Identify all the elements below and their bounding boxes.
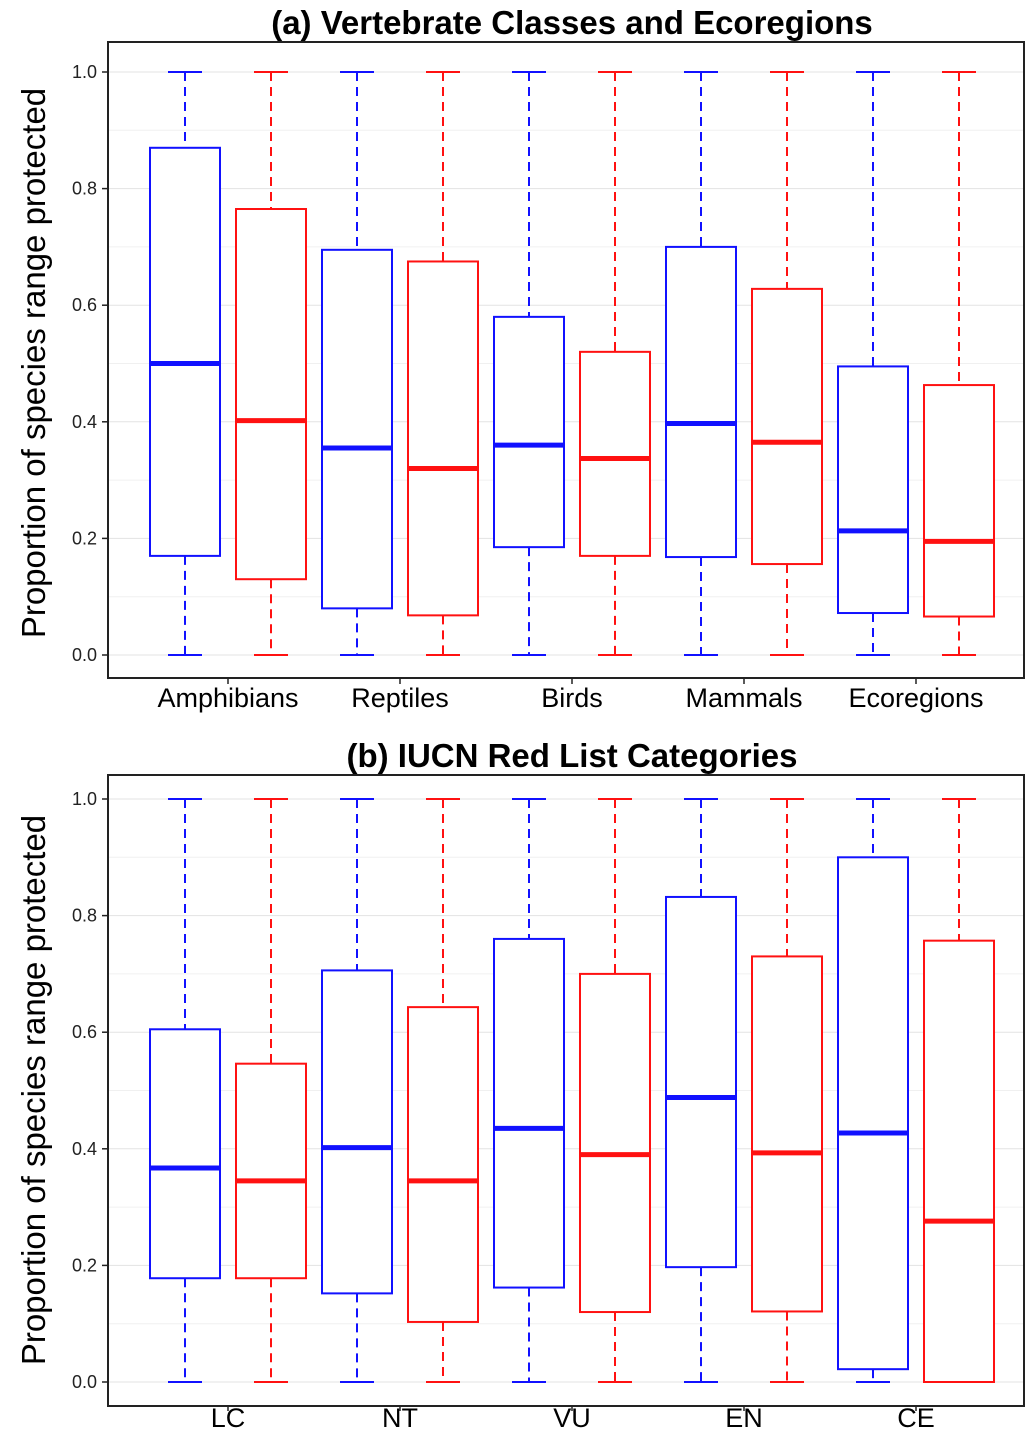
panel-a-x-axis: Amphibians Reptiles Birds Mammals Ecoregions [157, 678, 984, 713]
y-tick-label: 1.0 [72, 62, 97, 82]
box-1-nt [321, 798, 393, 1383]
iqr-box [493, 315, 565, 549]
x-tick-label: Amphibians [157, 683, 298, 713]
x-tick-label: LC [211, 1403, 246, 1433]
y-tick-label: 0.6 [72, 295, 97, 315]
iqr-box [235, 1062, 307, 1280]
iqr-box [837, 365, 909, 615]
y-tick-label: 0.2 [72, 1255, 97, 1275]
panel-a-boxes [149, 71, 995, 656]
iqr-box [923, 939, 995, 1383]
y-tick-label: 0.8 [72, 906, 97, 926]
iqr-box [923, 384, 995, 618]
iqr-box [751, 287, 823, 566]
box-1-mammals [665, 71, 737, 656]
box-1-reptiles [321, 71, 393, 656]
box-2-mammals [751, 71, 823, 656]
x-tick-label: Mammals [685, 683, 802, 713]
iqr-box [321, 248, 393, 610]
x-tick-label: Reptiles [351, 683, 449, 713]
iqr-box [407, 1006, 479, 1323]
y-tick-label: 0.4 [72, 1139, 97, 1159]
iqr-box [149, 146, 221, 557]
iqr-box [493, 937, 565, 1289]
box-1-lc [149, 798, 221, 1383]
y-tick-label: 0.0 [72, 1372, 97, 1392]
y-tick-label: 0.2 [72, 528, 97, 548]
iqr-box [235, 208, 307, 581]
panel-b-y-axis-label: Proportion of species range protected [15, 815, 52, 1365]
y-tick-label: 0.6 [72, 1022, 97, 1042]
box-2-lc [235, 798, 307, 1383]
panel-b-frame [107, 774, 1025, 1407]
x-tick-label: NT [382, 1403, 418, 1433]
iqr-box [321, 969, 393, 1295]
box-1-amphibians [149, 71, 221, 656]
panel-b-boxes [149, 798, 995, 1383]
panel-a-frame [107, 41, 1025, 679]
x-tick-label: CE [897, 1403, 935, 1433]
iqr-box [837, 856, 909, 1371]
box-2-en [751, 798, 823, 1383]
box-2-amphibians [235, 71, 307, 656]
box-2-ce [923, 798, 995, 1383]
panel-a-y-axis-label: Proportion of species range protected [15, 88, 52, 638]
panel-b-title: (b) IUCN Red List Categories [346, 737, 797, 774]
y-tick-label: 1.0 [72, 789, 97, 809]
iqr-box [665, 245, 737, 559]
panel-b-y-axis: 0.0 0.2 0.4 0.6 0.8 1.0 [72, 789, 108, 1392]
x-tick-label: Ecoregions [848, 683, 983, 713]
panel-b-x-axis: LC NT VU EN CE [211, 1403, 935, 1433]
panel-a-title: (a) Vertebrate Classes and Ecoregions [271, 4, 873, 41]
iqr-box [579, 972, 651, 1314]
iqr-box [579, 350, 651, 557]
box-1-birds [493, 71, 565, 656]
y-tick-label: 0.8 [72, 179, 97, 199]
box-1-ecoregions [837, 71, 909, 656]
box-1-ce [837, 798, 909, 1383]
x-tick-label: EN [725, 1403, 763, 1433]
box-1-en [665, 798, 737, 1383]
y-tick-label: 0.4 [72, 412, 97, 432]
box-2-vu [579, 798, 651, 1383]
iqr-box [665, 895, 737, 1269]
x-tick-label: Birds [541, 683, 603, 713]
y-tick-label: 0.0 [72, 645, 97, 665]
iqr-box [149, 1028, 221, 1280]
iqr-box [751, 955, 823, 1313]
box-2-reptiles [407, 71, 479, 656]
box-2-nt [407, 798, 479, 1383]
box-1-vu [493, 798, 565, 1383]
iqr-box [407, 260, 479, 617]
box-2-ecoregions [923, 71, 995, 656]
box-2-birds [579, 71, 651, 656]
panel-a-y-axis: 0.0 0.2 0.4 0.6 0.8 1.0 [72, 62, 108, 665]
x-tick-label: VU [553, 1403, 591, 1433]
panel-b: 0.0 0.2 0.4 0.6 0.8 1.0 LC NT VU EN CE (b) IUCN R… [15, 737, 1025, 1433]
panel-a: 0.0 0.2 0.4 0.6 0.8 1.0 Amphibians Reptiles Bir… [15, 4, 1025, 713]
